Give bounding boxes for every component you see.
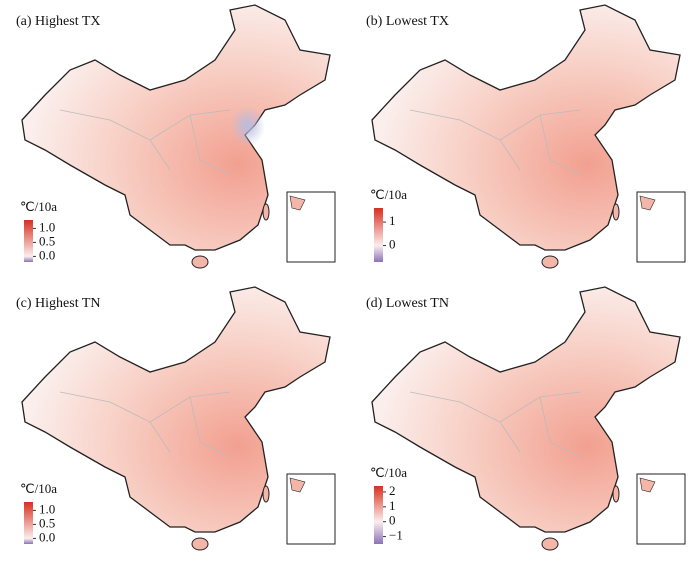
colorbar-tick-label: 2 (389, 483, 396, 498)
colorbar (24, 220, 33, 262)
map-panel: (b) Lowest TX ℃/10a 1 0 (366, 4, 686, 269)
panel-title: (b) Lowest TX (366, 14, 449, 29)
colorbar-tick-label: 0.5 (39, 233, 55, 248)
legend-unit: ℃/10a (20, 199, 57, 214)
colorbar-tick-label: 0 (389, 237, 396, 252)
legend-unit: ℃/10a (370, 465, 407, 480)
china-map (371, 4, 686, 269)
colorbar-tick-label: 1.0 (39, 219, 55, 234)
map-panel: (d) Lowest TN ℃/10a 210−1 (366, 286, 686, 551)
colorbar-tick-label: 0 (389, 513, 396, 528)
panel-title: (a) Highest TX (16, 14, 101, 29)
china-map (21, 4, 336, 269)
colorbar-tick-label: 0.0 (39, 247, 55, 262)
map-panel: (c) Highest TN ℃/10a 1.00.50.0 (16, 286, 336, 551)
colorbar-tick-label: 0.5 (39, 515, 55, 530)
colorbar-tick-label: 1 (389, 498, 396, 513)
map-panel: (a) Highest TX ℃/10a 1.00.50.0 (16, 4, 336, 269)
colorbar-tick-label: 1.0 (39, 501, 55, 516)
legend-unit: ℃/10a (20, 481, 57, 496)
colorbar (24, 502, 33, 544)
colorbar (374, 208, 383, 262)
china-map (371, 286, 686, 551)
panel-title: (d) Lowest TN (366, 296, 449, 311)
colorbar-tick-label: 0.0 (39, 529, 55, 544)
colorbar-tick-label: −1 (389, 528, 403, 543)
colorbar (374, 486, 383, 544)
china-map (21, 286, 336, 551)
map-shading (200, 90, 270, 170)
colorbar-tick-label: 1 (389, 213, 396, 228)
panel-title: (c) Highest TN (16, 296, 101, 311)
legend-unit: ℃/10a (370, 187, 407, 202)
